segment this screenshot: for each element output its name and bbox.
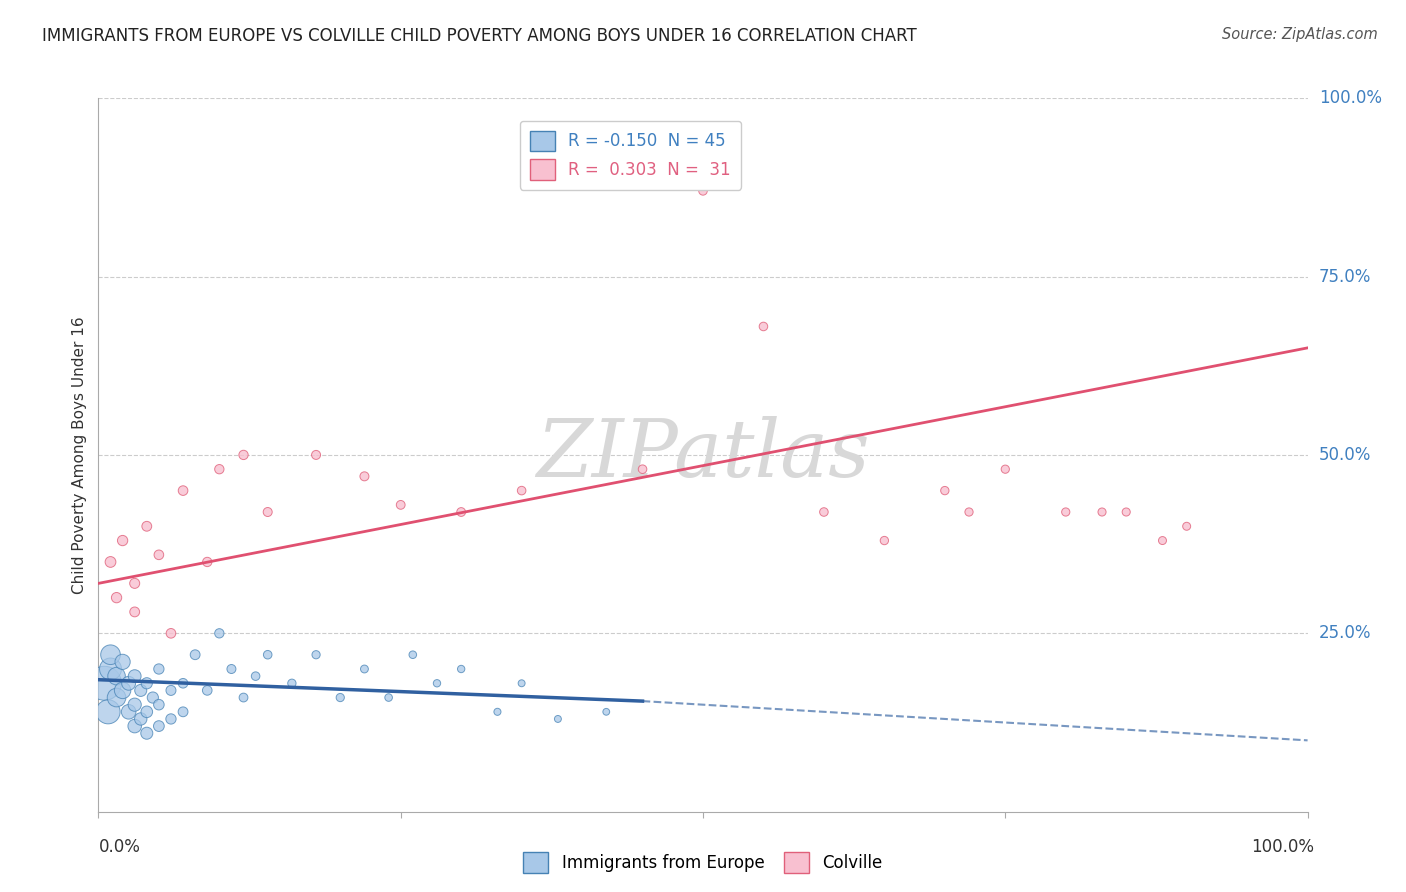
Point: [124, 669, 146, 683]
Point: [631, 462, 654, 476]
Point: [208, 626, 231, 640]
Point: [111, 533, 134, 548]
Point: [172, 676, 194, 690]
Point: [142, 690, 165, 705]
Point: [124, 605, 146, 619]
Point: [221, 662, 243, 676]
Point: [1152, 533, 1174, 548]
Point: [1054, 505, 1077, 519]
Point: [124, 576, 146, 591]
Point: [105, 669, 128, 683]
Text: ZIPatlas: ZIPatlas: [536, 417, 870, 493]
Text: 100.0%: 100.0%: [1251, 838, 1315, 855]
Text: IMMIGRANTS FROM EUROPE VS COLVILLE CHILD POVERTY AMONG BOYS UNDER 16 CORRELATION: IMMIGRANTS FROM EUROPE VS COLVILLE CHILD…: [42, 27, 917, 45]
Point: [100, 648, 122, 662]
Point: [160, 626, 183, 640]
Point: [195, 683, 218, 698]
Point: [957, 505, 980, 519]
Point: [450, 662, 472, 676]
Point: [129, 683, 152, 698]
Point: [486, 705, 509, 719]
Legend: R = -0.150  N = 45, R =  0.303  N =  31: R = -0.150 N = 45, R = 0.303 N = 31: [520, 120, 741, 190]
Point: [111, 683, 134, 698]
Point: [426, 676, 449, 690]
Point: [1091, 505, 1114, 519]
Point: [148, 719, 170, 733]
Point: [256, 505, 278, 519]
Point: [377, 690, 399, 705]
Point: [692, 184, 714, 198]
Point: [100, 555, 122, 569]
Point: [172, 483, 194, 498]
Point: [97, 705, 120, 719]
Point: [256, 648, 278, 662]
Text: 25.0%: 25.0%: [1319, 624, 1371, 642]
Point: [353, 662, 375, 676]
Y-axis label: Child Poverty Among Boys Under 16: Child Poverty Among Boys Under 16: [72, 316, 87, 594]
Point: [135, 726, 157, 740]
Point: [118, 705, 141, 719]
Point: [281, 676, 304, 690]
Point: [184, 648, 207, 662]
Point: [124, 719, 146, 733]
Point: [305, 448, 328, 462]
Point: [93, 676, 115, 690]
Point: [135, 519, 157, 533]
Point: [450, 505, 472, 519]
Point: [402, 648, 425, 662]
Point: [1175, 519, 1198, 533]
Text: 75.0%: 75.0%: [1319, 268, 1371, 285]
Point: [105, 591, 128, 605]
Point: [124, 698, 146, 712]
Point: [100, 662, 122, 676]
Point: [172, 705, 194, 719]
Point: [232, 690, 254, 705]
Point: [135, 676, 157, 690]
Point: [160, 683, 183, 698]
Point: [873, 533, 896, 548]
Point: [245, 669, 267, 683]
Point: [148, 662, 170, 676]
Point: [353, 469, 375, 483]
Text: 100.0%: 100.0%: [1319, 89, 1382, 107]
Text: Source: ZipAtlas.com: Source: ZipAtlas.com: [1222, 27, 1378, 42]
Point: [510, 483, 533, 498]
Point: [305, 648, 328, 662]
Point: [595, 705, 617, 719]
Point: [135, 705, 157, 719]
Point: [389, 498, 412, 512]
Point: [1115, 505, 1137, 519]
Point: [195, 555, 218, 569]
Point: [232, 448, 254, 462]
Point: [118, 676, 141, 690]
Text: 0.0%: 0.0%: [98, 838, 141, 855]
Point: [510, 676, 533, 690]
Point: [111, 655, 134, 669]
Point: [752, 319, 775, 334]
Text: 50.0%: 50.0%: [1319, 446, 1371, 464]
Point: [994, 462, 1017, 476]
Point: [129, 712, 152, 726]
Point: [208, 462, 231, 476]
Point: [813, 505, 835, 519]
Point: [105, 690, 128, 705]
Legend: Immigrants from Europe, Colville: Immigrants from Europe, Colville: [516, 846, 890, 880]
Point: [160, 712, 183, 726]
Point: [148, 548, 170, 562]
Point: [547, 712, 569, 726]
Point: [934, 483, 956, 498]
Point: [148, 698, 170, 712]
Point: [329, 690, 352, 705]
